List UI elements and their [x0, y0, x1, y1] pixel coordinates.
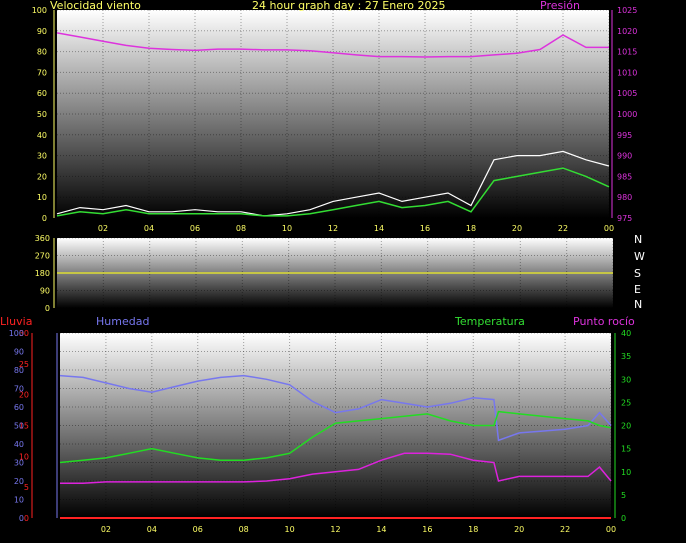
wind-y-tick-3: 30 [37, 152, 47, 161]
dewpoint-axis-label: Punto rocío [573, 315, 635, 328]
panel3-x-tick-7: 16 [422, 525, 432, 534]
compass-east: E [634, 283, 641, 296]
panel1-x-tick-6: 14 [374, 224, 384, 233]
chart-title: 24 hour graph day : 27 Enero 2025 [252, 0, 446, 12]
rain-y-tick-5: 25 [19, 360, 29, 369]
dewpoint-line [60, 452, 612, 485]
temperature-y-tick-5: 25 [621, 398, 631, 407]
panel3-x-tick-11: 00 [606, 525, 616, 534]
humidity-y-tick-4: 40 [14, 440, 24, 449]
panel1-x-tick-9: 20 [512, 224, 522, 233]
pressure-y-tick-4: 995 [617, 131, 632, 140]
temperature-y-tick-1: 5 [621, 491, 626, 500]
compass-north-bottom: N [634, 298, 643, 311]
rain-axis-label: Lluvia [0, 315, 33, 328]
panel3-x-tick-8: 18 [468, 525, 478, 534]
panel3-x-tick-1: 04 [147, 525, 157, 534]
direction-y-tick-0: 0 [45, 304, 50, 313]
panel3-x-tick-4: 10 [284, 525, 294, 534]
pressure-y-tick-9: 1020 [617, 27, 637, 36]
rain-y-tick-4: 20 [19, 391, 29, 400]
humidity-y-tick-9: 90 [14, 348, 24, 357]
humidity-y-tick-1: 10 [14, 496, 24, 505]
panel1-x-tick-11: 00 [604, 224, 614, 233]
compass-west: W [634, 250, 645, 263]
wind-y-tick-4: 40 [37, 131, 47, 140]
pressure-y-tick-10: 1025 [617, 6, 637, 15]
direction-y-tick-4: 360 [35, 234, 50, 243]
panel1-x-tick-0: 02 [98, 224, 108, 233]
temperature-line [59, 410, 612, 464]
panel3-x-tick-0: 02 [101, 525, 111, 534]
humidity-y-tick-5: 50 [14, 422, 24, 431]
wind-y-tick-1: 10 [37, 193, 47, 202]
humidity-line [59, 374, 612, 442]
compass-south: S [634, 267, 641, 280]
wind-y-tick-0: 0 [42, 214, 47, 223]
pressure-line [56, 32, 609, 58]
panel3-x-tick-9: 20 [514, 525, 524, 534]
rain-y-tick-3: 15 [19, 422, 29, 431]
humidity-y-tick-10: 100 [9, 329, 24, 338]
temp-humidity-panel [60, 333, 611, 518]
wind-y-tick-2: 20 [37, 172, 47, 181]
pressure-y-tick-1: 980 [617, 193, 632, 202]
panel3-x-tick-6: 14 [376, 525, 386, 534]
pressure-y-tick-8: 1015 [617, 48, 637, 57]
pressure-y-tick-2: 985 [617, 172, 632, 181]
wind-y-tick-7: 70 [37, 68, 47, 77]
pressure-y-tick-0: 975 [617, 214, 632, 223]
panel3-x-tick-5: 12 [330, 525, 340, 534]
pressure-y-tick-5: 1000 [617, 110, 637, 119]
wind-speed-axis-label: Velocidad viento [50, 0, 141, 12]
rain-y-tick-1: 5 [24, 483, 29, 492]
pressure-axis-label: Presión [540, 0, 580, 12]
wind-pressure-panel [57, 10, 609, 218]
pressure-y-tick-3: 990 [617, 152, 632, 161]
temperature-y-tick-3: 15 [621, 445, 631, 454]
temperature-y-tick-2: 10 [621, 468, 631, 477]
wind-y-tick-9: 90 [37, 27, 47, 36]
temperature-y-tick-7: 35 [621, 352, 631, 361]
panel1-x-tick-4: 10 [282, 224, 292, 233]
panel3-x-tick-3: 08 [239, 525, 249, 534]
direction-y-tick-1: 90 [40, 287, 50, 296]
panel1-x-tick-10: 22 [558, 224, 568, 233]
panel1-x-tick-7: 16 [420, 224, 430, 233]
humidity-axis-label: Humedad [96, 315, 150, 328]
humidity-y-tick-6: 60 [14, 403, 24, 412]
panel3-x-tick-10: 22 [560, 525, 570, 534]
humidity-y-tick-2: 20 [14, 477, 24, 486]
humidity-y-tick-0: 0 [19, 514, 24, 523]
wind-y-tick-10: 100 [32, 6, 47, 15]
temperature-y-tick-0: 0 [621, 514, 626, 523]
wind-average-line [56, 167, 610, 217]
wind-speed-line [56, 150, 610, 217]
compass-north-top: N [634, 233, 643, 246]
rain-y-tick-0: 0 [24, 514, 29, 523]
wind-y-tick-8: 80 [37, 48, 47, 57]
panel1-x-tick-5: 12 [328, 224, 338, 233]
temperature-y-tick-8: 40 [621, 329, 631, 338]
humidity-y-tick-3: 30 [14, 459, 24, 468]
rain-y-tick-6: 30 [19, 329, 29, 338]
pressure-y-tick-6: 1005 [617, 89, 637, 98]
rain-y-tick-2: 10 [19, 452, 29, 461]
temperature-y-tick-4: 20 [621, 422, 631, 431]
humidity-y-tick-7: 70 [14, 385, 24, 394]
panel1-x-tick-8: 18 [466, 224, 476, 233]
wind-y-tick-6: 60 [37, 89, 47, 98]
panel3-x-tick-2: 06 [193, 525, 203, 534]
temperature-axis-label: Temperatura [455, 315, 525, 328]
direction-y-tick-3: 270 [35, 252, 50, 261]
temperature-y-tick-6: 30 [621, 375, 631, 384]
direction-y-tick-2: 180 [35, 269, 50, 278]
humidity-y-tick-8: 80 [14, 366, 24, 375]
pressure-y-tick-7: 1010 [617, 68, 637, 77]
panel1-x-tick-3: 08 [236, 224, 246, 233]
panel1-x-tick-2: 06 [190, 224, 200, 233]
wind-y-tick-5: 50 [37, 110, 47, 119]
panel1-x-tick-1: 04 [144, 224, 154, 233]
